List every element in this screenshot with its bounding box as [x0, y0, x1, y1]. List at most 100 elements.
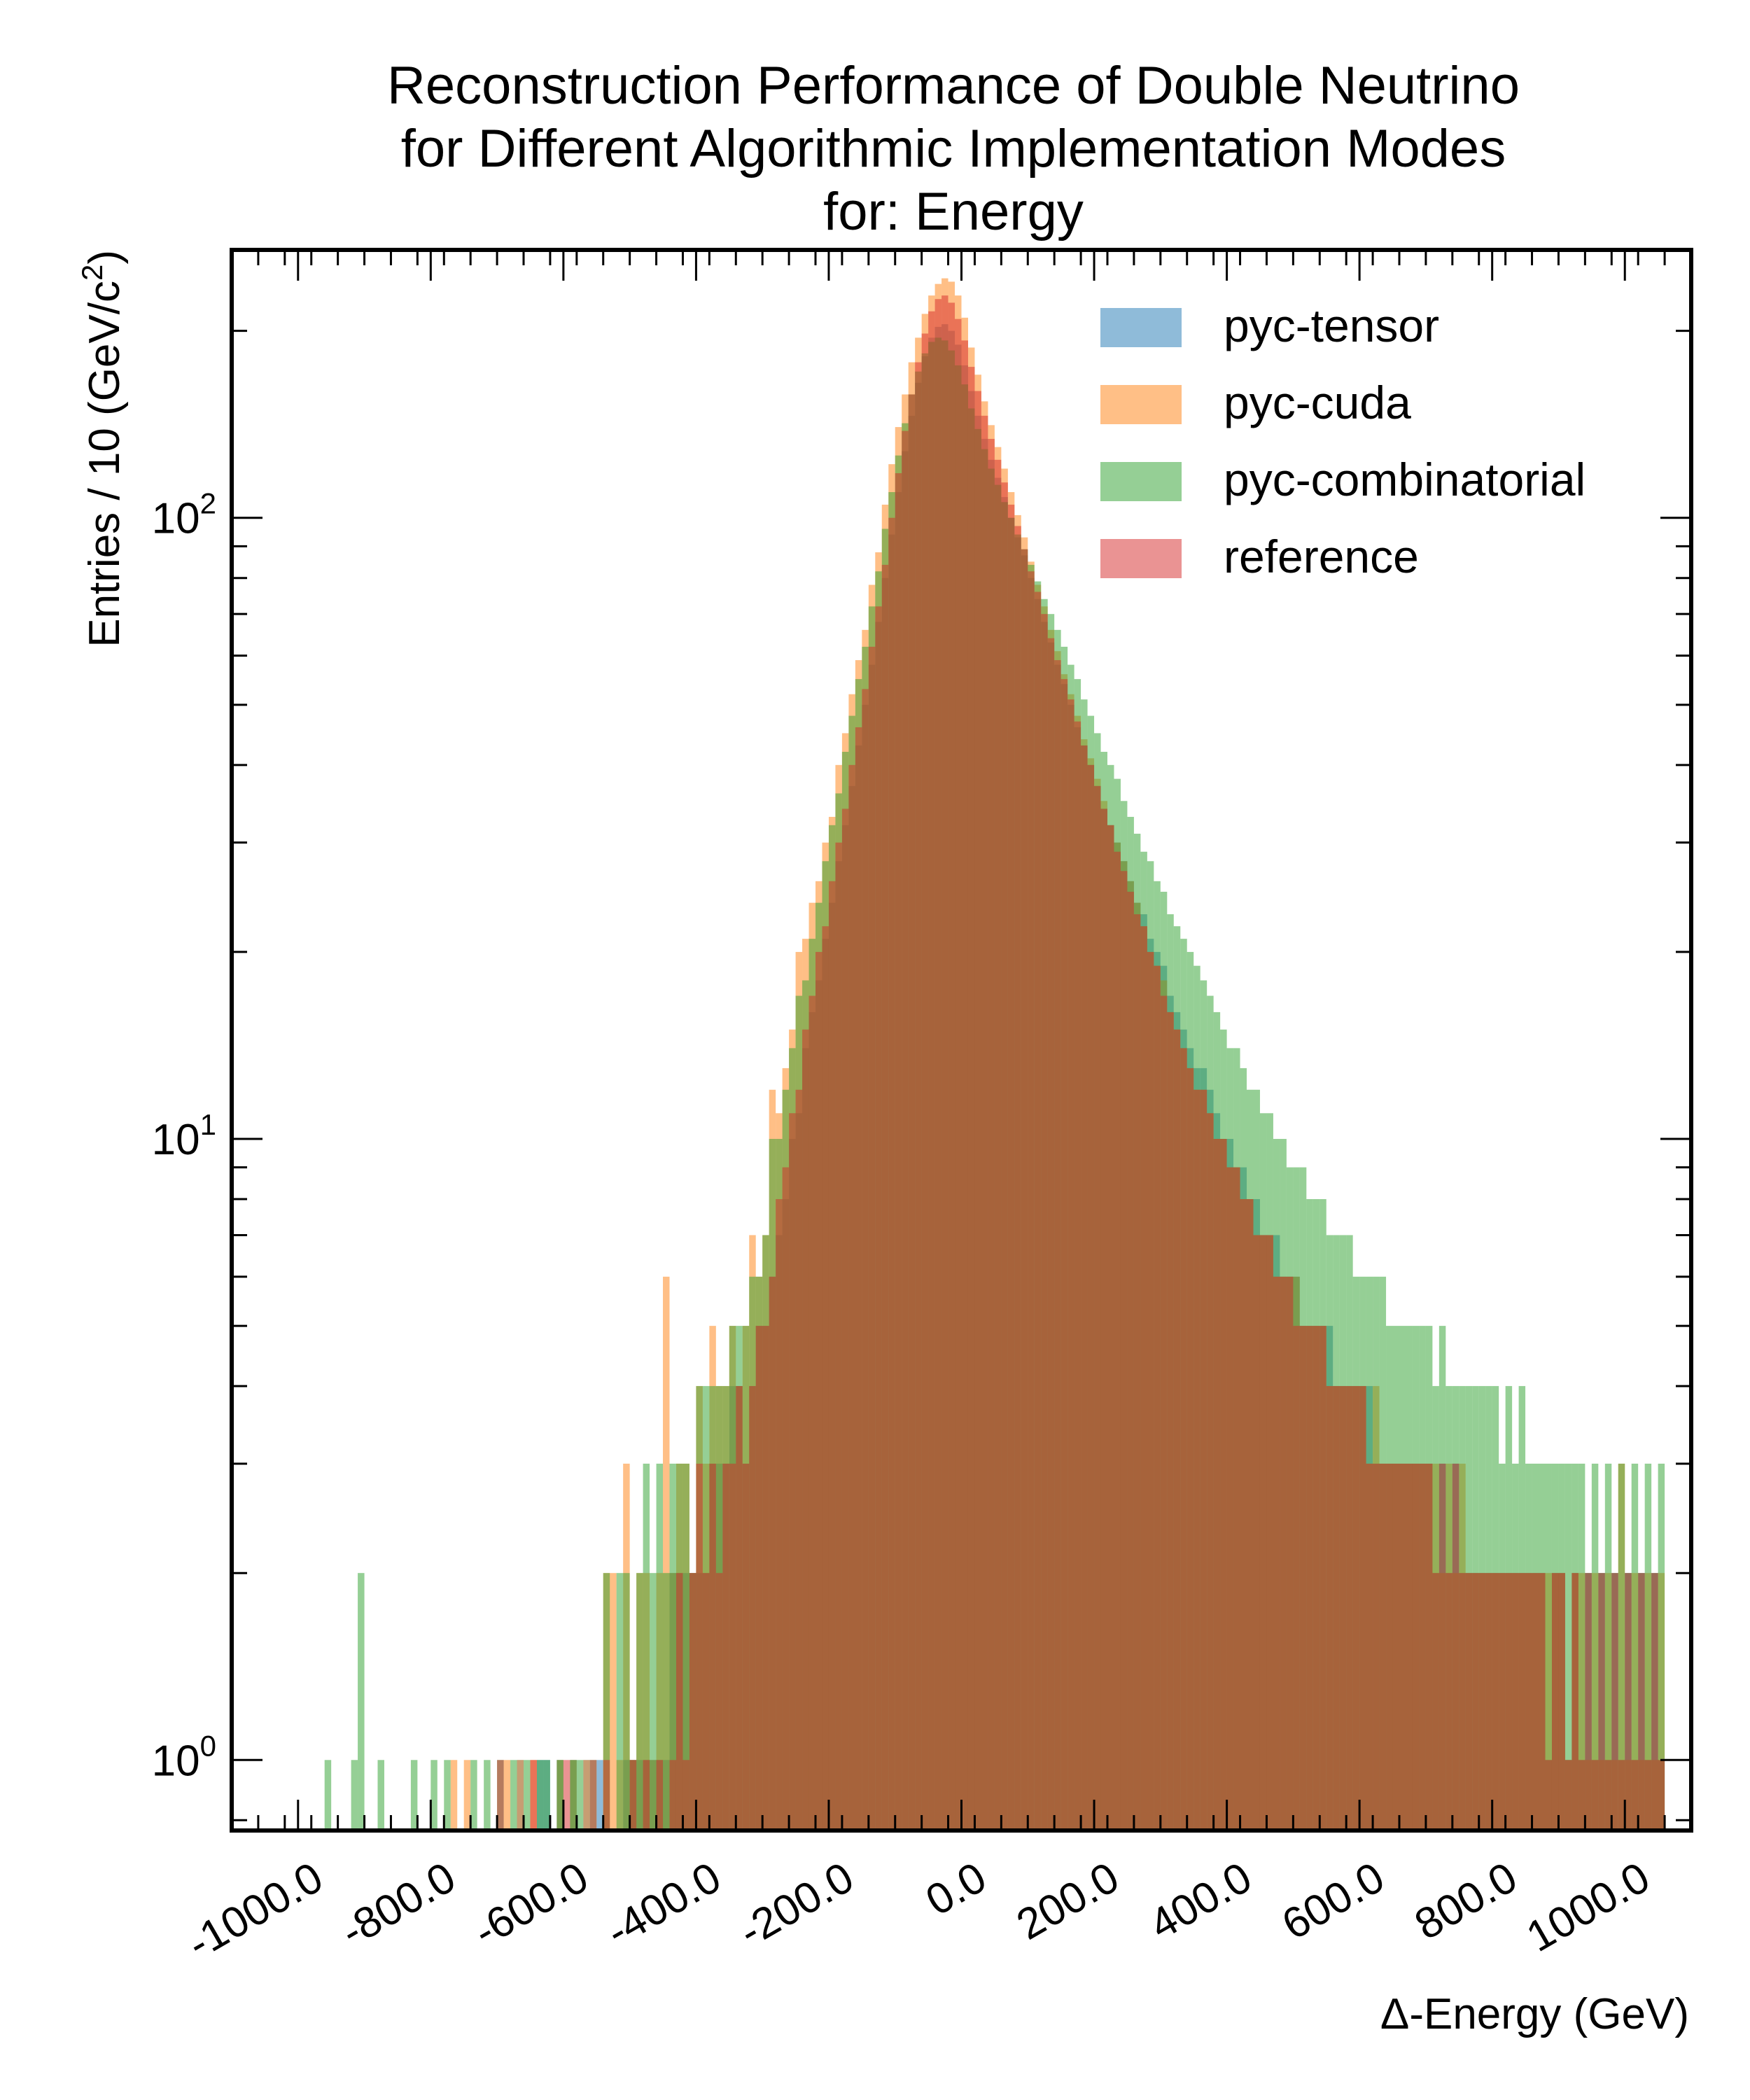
histogram-bar: [1286, 1276, 1294, 1830]
histogram-bar: [463, 1760, 471, 1830]
histogram-bar: [749, 1386, 756, 1830]
histogram-bar: [1518, 1573, 1526, 1830]
histogram-bar: [570, 1760, 577, 1830]
histogram-bar: [729, 1463, 736, 1830]
histogram-bar: [1186, 1068, 1194, 1830]
histogram-bar: [1658, 1760, 1665, 1830]
histogram-bar: [1299, 1326, 1307, 1830]
histogram-bar: [1492, 1573, 1499, 1830]
histogram-bar: [782, 1167, 790, 1830]
histogram-bar: [1266, 1235, 1273, 1830]
histogram-bar: [1194, 1089, 1200, 1830]
histogram-bar: [1140, 926, 1147, 1830]
histogram-bar: [669, 1463, 676, 1830]
histogram-bar: [928, 311, 935, 1830]
histogram-bar: [1359, 1386, 1366, 1830]
y-tick-label-exponent: 2: [200, 487, 216, 520]
histogram-bar: [663, 1276, 670, 1830]
legend-label: pyc-combinatorial: [1224, 454, 1586, 505]
histogram-bar: [1320, 1326, 1326, 1830]
histogram-bar: [1512, 1573, 1519, 1830]
histogram-bar: [377, 1760, 384, 1830]
legend-label: reference: [1224, 531, 1419, 582]
histogram-bar: [1028, 571, 1035, 1830]
histogram-bar: [636, 1573, 643, 1830]
chart-title: Reconstruction Performance of Double Neu…: [387, 56, 1520, 241]
histogram-bar: [1558, 1573, 1565, 1830]
histogram-bar: [629, 1760, 637, 1830]
histogram-bar: [682, 1463, 690, 1830]
histogram-bar: [444, 1760, 451, 1830]
histogram-bar: [497, 1760, 504, 1830]
histogram-bar: [1167, 1011, 1174, 1830]
histogram-bar: [576, 1760, 584, 1830]
y-tick-label-exponent: 0: [200, 1729, 216, 1762]
histogram-bar: [1207, 1113, 1214, 1830]
histogram-bar: [1259, 1235, 1267, 1830]
legend-label: pyc-tensor: [1224, 300, 1439, 351]
histogram-bar: [709, 1463, 716, 1830]
histogram-bar: [1625, 1573, 1632, 1830]
histogram-bar: [981, 415, 988, 1830]
chart-title-line-3: for: Energy: [823, 182, 1084, 241]
histogram-bar: [1074, 721, 1082, 1830]
histogram-bar: [1446, 1573, 1452, 1830]
histogram-bar: [988, 438, 995, 1830]
histogram-bar: [556, 1760, 564, 1830]
histogram-bar: [888, 517, 895, 1830]
chart-title-line-2: for Different Algorithmic Implementation…: [401, 119, 1506, 178]
histogram-bar: [1087, 764, 1095, 1830]
histogram-bar: [1133, 914, 1141, 1830]
histogram-bar: [1485, 1573, 1492, 1830]
legend-swatch: [1100, 385, 1182, 424]
histogram-bar: [1392, 1463, 1399, 1830]
histogram-bar: [1200, 1089, 1208, 1830]
y-tick-label: 100: [152, 1729, 216, 1785]
histogram-bar: [841, 808, 849, 1830]
histogram-bar: [1578, 1760, 1586, 1830]
histogram-bar: [1532, 1573, 1539, 1830]
histogram-bar: [1379, 1463, 1387, 1830]
histogram-bar: [1366, 1463, 1373, 1830]
legend-swatch: [1100, 462, 1182, 501]
histogram-bar: [1233, 1167, 1240, 1830]
histogram-bar: [1499, 1573, 1506, 1830]
histogram-bar: [1306, 1326, 1313, 1830]
histogram-bar: [1551, 1573, 1559, 1830]
histogram-bar: [524, 1760, 531, 1830]
histogram-bar: [1007, 504, 1015, 1830]
histogram-bar: [1564, 1760, 1572, 1830]
histogram-bar: [1312, 1326, 1320, 1830]
histogram-bar: [656, 1760, 664, 1830]
histogram-bar: [1041, 614, 1048, 1830]
axis-ticks: [232, 250, 1691, 1830]
histogram-bar: [643, 1760, 650, 1830]
histogram-bar: [1505, 1573, 1513, 1830]
histogram-bar: [1545, 1760, 1552, 1830]
histogram-bar: [908, 394, 916, 1830]
histogram-bar: [543, 1760, 550, 1830]
histogram-bar: [696, 1463, 703, 1830]
histogram-bar: [1644, 1463, 1652, 1830]
histogram-bar: [1173, 1029, 1181, 1830]
histogram-bar: [862, 689, 869, 1830]
histogram-bar: [623, 1573, 630, 1830]
histogram-bar: [1220, 1139, 1227, 1830]
histogram-bar: [610, 1573, 617, 1830]
histogram-bar: [715, 1573, 723, 1830]
y-axis-label-close: ): [80, 250, 129, 265]
histogram-bar: [755, 1326, 763, 1830]
histogram-bar: [1373, 1463, 1380, 1830]
histogram-bar: [643, 1463, 650, 1830]
chart-title-line-1: Reconstruction Performance of Double Neu…: [387, 56, 1520, 115]
histogram-bar: [1638, 1573, 1645, 1830]
y-tick-label-base: 10: [152, 1116, 200, 1164]
histogram-bar: [855, 727, 862, 1830]
histogram-bar: [902, 430, 909, 1830]
histogram-bar: [1047, 638, 1055, 1830]
histogram-bar: [915, 362, 922, 1830]
histogram-bar: [1438, 1463, 1446, 1830]
histogram-bar: [795, 1089, 803, 1830]
histogram-bar: [1293, 1326, 1300, 1830]
y-tick-label-base: 10: [152, 1737, 200, 1785]
